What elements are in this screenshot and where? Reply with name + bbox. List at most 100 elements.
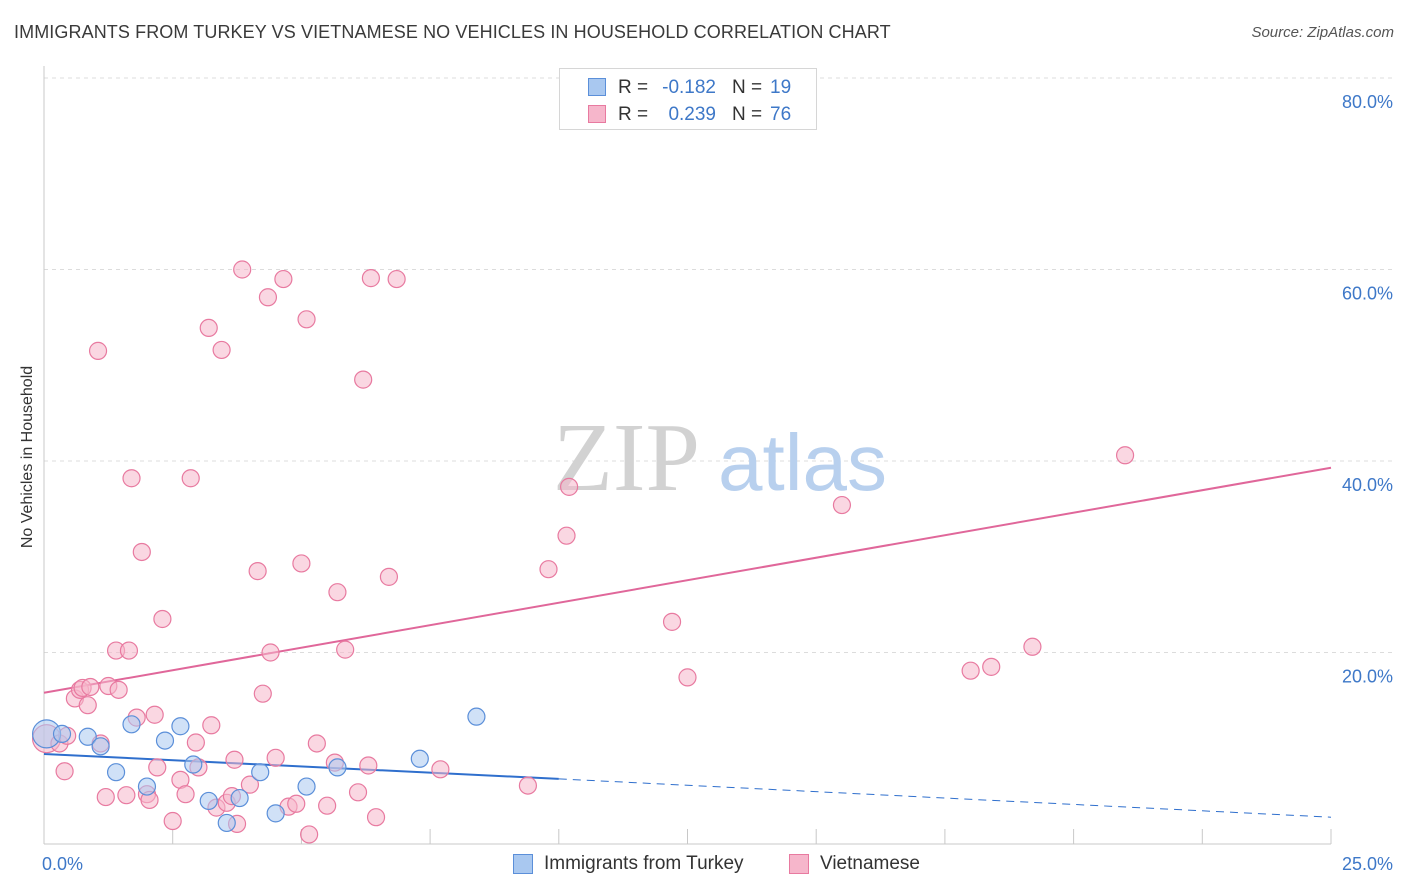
point-vietnamese <box>109 680 128 699</box>
point-turkey <box>137 777 157 796</box>
point-vietnamese <box>55 762 74 781</box>
point-vietnamese <box>379 567 399 586</box>
point-vietnamese <box>292 554 311 573</box>
stats-r-value: 0.239 <box>668 104 716 125</box>
stats-n-value: 19 <box>770 77 792 98</box>
stats-box: R = -0.182 N = 19 R = 0.239 N = 76 <box>559 68 817 130</box>
point-vietnamese <box>132 542 151 562</box>
point-vietnamese <box>359 756 378 775</box>
point-turkey <box>297 777 316 796</box>
point-vietnamese <box>832 495 852 515</box>
legend-swatch-pink <box>789 854 809 874</box>
point-vietnamese <box>348 783 368 802</box>
point-vietnamese <box>258 288 278 307</box>
point-vietnamese <box>181 469 200 488</box>
point-vietnamese <box>961 661 980 680</box>
point-vietnamese <box>122 469 141 488</box>
tick-layer: 0.0% 25.0% 20.0% 40.0% 60.0% 80.0% <box>42 92 1393 874</box>
stats-r-label: R = <box>618 104 649 125</box>
point-vietnamese <box>518 776 538 795</box>
point-vietnamese <box>1023 637 1042 656</box>
point-vietnamese <box>233 260 252 279</box>
trend-line-turkey-projection <box>558 778 1332 818</box>
point-turkey <box>122 715 141 734</box>
point-vietnamese <box>318 796 337 815</box>
x-tick-label-min: 0.0% <box>42 854 83 874</box>
point-vietnamese <box>148 758 167 777</box>
y-tick-label: 40.0% <box>1342 475 1393 495</box>
point-vietnamese <box>354 370 373 389</box>
stats-n-label: N = <box>732 77 763 98</box>
point-turkey <box>52 724 72 743</box>
stats-swatch-blue <box>588 78 606 96</box>
point-vietnamese <box>153 609 172 629</box>
point-vietnamese <box>117 786 136 805</box>
point-turkey <box>91 737 110 756</box>
trend-line-turkey <box>43 752 559 780</box>
point-vietnamese <box>678 668 697 687</box>
y-tick-label: 80.0% <box>1342 92 1393 112</box>
point-vietnamese <box>307 734 326 753</box>
point-vietnamese <box>253 684 272 703</box>
point-vietnamese <box>261 643 280 662</box>
stats-r-value: -0.182 <box>662 77 716 98</box>
stats-row-turkey: R = -0.182 N = 19 <box>560 75 816 101</box>
point-vietnamese <box>119 641 139 660</box>
point-vietnamese <box>240 775 260 794</box>
point-turkey <box>78 727 97 746</box>
point-vietnamese <box>662 612 682 631</box>
point-vietnamese <box>163 811 182 831</box>
point-vietnamese <box>287 794 306 813</box>
stats-swatch-pink <box>588 105 606 123</box>
chart-title: IMMIGRANTS FROM TURKEY VS VIETNAMESE NO … <box>14 22 891 42</box>
point-vietnamese <box>274 269 293 289</box>
point-turkey <box>467 707 486 726</box>
stats-r-label: R = <box>618 77 649 98</box>
point-vietnamese <box>387 269 406 289</box>
source-label: Source: ZipAtlas.com <box>1251 24 1394 41</box>
x-tick-label-max: 25.0% <box>1342 854 1393 874</box>
point-vietnamese <box>336 640 355 659</box>
point-vietnamese <box>202 716 221 735</box>
stats-row-vietnamese: R = 0.239 N = 76 <box>560 102 816 128</box>
point-turkey <box>184 755 203 774</box>
point-vietnamese <box>557 526 576 545</box>
legend-swatch-blue <box>513 854 533 874</box>
points-layer <box>31 260 1135 844</box>
point-vietnamese <box>1115 446 1135 465</box>
y-tick-label: 60.0% <box>1342 284 1393 304</box>
point-vietnamese <box>199 318 218 338</box>
point-vietnamese <box>300 825 319 844</box>
point-vietnamese <box>266 748 285 767</box>
point-vietnamese <box>328 583 347 602</box>
point-turkey <box>199 791 218 811</box>
stats-n-value: 76 <box>770 104 792 125</box>
axis-layer <box>43 66 1332 845</box>
trend-layer <box>43 466 1332 818</box>
point-turkey <box>171 717 190 736</box>
grid-layer <box>44 77 1393 653</box>
trend-line-vietnamese <box>43 466 1332 694</box>
legend-label: Immigrants from Turkey <box>544 853 744 874</box>
point-vietnamese <box>176 785 195 804</box>
point-vietnamese <box>96 787 115 807</box>
point-vietnamese <box>212 340 231 360</box>
point-vietnamese <box>78 696 97 715</box>
point-turkey <box>328 758 347 777</box>
point-vietnamese <box>431 760 450 779</box>
point-vietnamese <box>248 562 267 581</box>
point-vietnamese <box>539 560 558 579</box>
watermark-atlas: atlas <box>718 418 887 507</box>
watermark: ZIP atlas <box>553 404 887 512</box>
point-turkey <box>155 731 175 750</box>
point-vietnamese <box>366 808 386 827</box>
point-turkey <box>106 763 126 782</box>
legend: Immigrants from Turkey Vietnamese <box>0 850 1406 880</box>
point-vietnamese <box>145 705 164 724</box>
point-vietnamese <box>88 341 108 360</box>
point-turkey <box>251 763 270 782</box>
point-vietnamese <box>361 269 380 288</box>
legend-label: Vietnamese <box>820 853 920 874</box>
point-turkey <box>410 749 429 768</box>
